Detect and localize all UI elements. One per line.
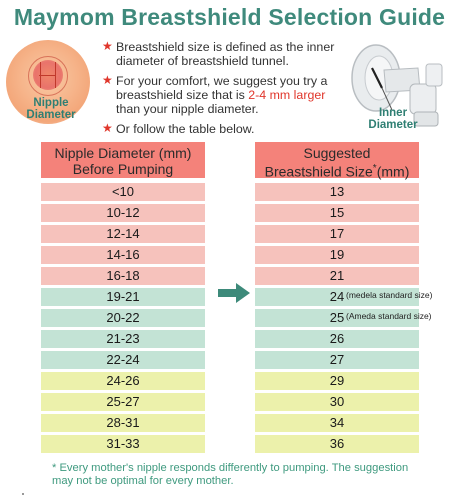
table-row-size: 25	[255, 309, 419, 327]
nipple-label-line1: Nipple	[33, 97, 69, 109]
table-row-nipple: 16-18	[41, 267, 205, 285]
table-row-nipple: 31-33	[41, 435, 205, 453]
bullet-comfort-text-post: than your nipple diameter.	[116, 102, 259, 116]
table-row-size: 26	[255, 330, 419, 348]
size-header-main: Breastshield Size	[264, 163, 373, 180]
table-row-nipple: 22-24	[41, 351, 205, 369]
instruction-bullets: ★ Breastshield size is defined as the in…	[102, 39, 347, 142]
table-row-size: 36	[255, 435, 419, 453]
table-row-nipple: 20-22	[41, 309, 205, 327]
table-row-nipple: 28-31	[41, 414, 205, 432]
bullet-comfort-highlight: 2-4 mm larger	[248, 88, 326, 102]
table-row-size: 30	[255, 393, 419, 411]
table-row-nipple: 10-12	[41, 204, 205, 222]
bullet-table-text: Or follow the table below.	[116, 122, 255, 136]
nipple-diameter-label: Nipple Diameter	[20, 97, 82, 121]
page-title: Maymom Breastshield Selection Guide	[13, 4, 446, 30]
star-icon: ★	[102, 121, 113, 135]
nipple-diameter-header: Nipple Diameter (mm) Before Pumping	[41, 142, 205, 178]
table-row-nipple: 12-14	[41, 225, 205, 243]
table-row-size: 17	[255, 225, 419, 243]
diameter-marker-line	[39, 75, 56, 76]
size-header-line2: Breastshield Size*(mm)	[255, 161, 419, 180]
table-row-nipple: 21-23	[41, 330, 205, 348]
inner-label-line2: Diameter	[368, 119, 418, 131]
nipple-illustration	[6, 40, 90, 124]
bullet-comfort-text-pre: For your comfort, we suggest you try a b…	[116, 74, 328, 102]
inner-diameter-label: Inner Diameter	[367, 107, 419, 131]
table-row-nipple: <10	[41, 183, 205, 201]
ameda-standard-note: (Ameda standard size)	[346, 311, 432, 321]
nipple-label-line2: Diameter	[26, 109, 76, 121]
table-row-size: 21	[255, 267, 419, 285]
table-row-size: 15	[255, 204, 419, 222]
table-row-size: 29	[255, 372, 419, 390]
medela-standard-note: (medela standard size)	[346, 290, 433, 300]
table-row-nipple: 24-26	[41, 372, 205, 390]
inner-label-line1: Inner	[378, 107, 408, 119]
table-row-size: 27	[255, 351, 419, 369]
stray-dot	[22, 493, 24, 495]
nipple-header-line1: Nipple Diameter (mm)	[54, 145, 192, 161]
nipple-header-line2: Before Pumping	[72, 161, 174, 177]
table-row-nipple: 14-16	[41, 246, 205, 264]
table-row-size: 19	[255, 246, 419, 264]
table-row-size: 24	[255, 288, 419, 306]
size-header-unit: (mm)	[376, 163, 410, 180]
breastshield-size-header: Suggested Breastshield Size*(mm)	[255, 142, 419, 180]
table-row-nipple: 19-21	[41, 288, 205, 306]
star-icon: ★	[102, 73, 113, 87]
breast-pump-illustration	[351, 44, 443, 127]
size-header-line1: Suggested	[303, 145, 371, 161]
footnote: * Every mother's nipple responds differe…	[52, 462, 409, 487]
bullet-comfort: ★ For your comfort, we suggest you try a…	[102, 73, 347, 116]
size-header-star: *	[372, 163, 377, 174]
bullet-definition-text: Breastshield size is defined as the inne…	[116, 40, 335, 68]
bullet-definition: ★ Breastshield size is defined as the in…	[102, 39, 347, 68]
table-row-size: 13	[255, 183, 419, 201]
table-row-size: 34	[255, 414, 419, 432]
table-row-nipple: 25-27	[41, 393, 205, 411]
arrow-right-icon	[218, 283, 250, 303]
star-icon: ★	[102, 39, 113, 53]
bullet-table: ★ Or follow the table below.	[102, 121, 347, 136]
areola-ring	[28, 56, 68, 96]
